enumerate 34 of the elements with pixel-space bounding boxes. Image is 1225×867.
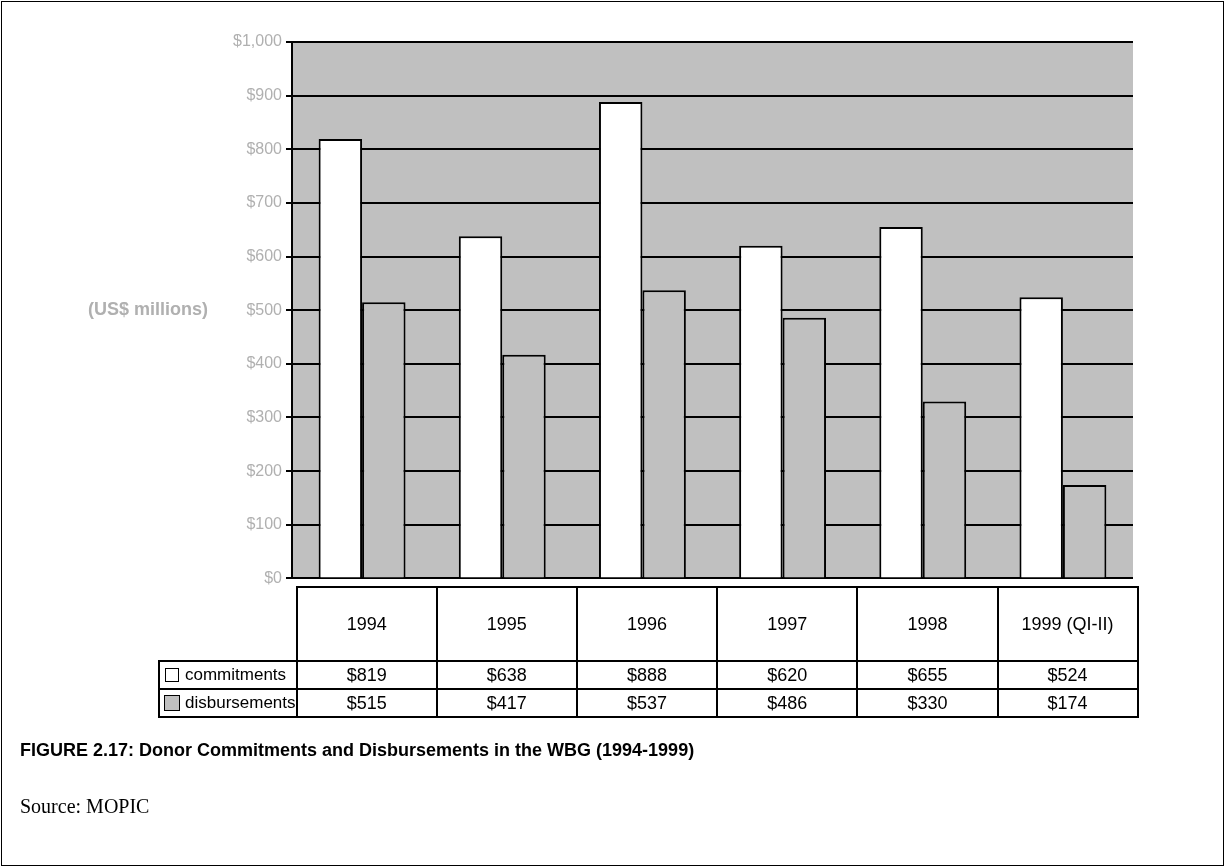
data-label: $417 bbox=[436, 689, 577, 717]
data-label: $620 bbox=[717, 661, 858, 689]
y-tick-label: $0 bbox=[264, 568, 283, 586]
y-tick-label: $700 bbox=[246, 193, 283, 211]
y-tick-label: $300 bbox=[246, 407, 283, 425]
y-axis-title: (US$ millions) bbox=[87, 299, 209, 320]
data-label: $888 bbox=[576, 661, 718, 689]
x-tick-label: 1995 bbox=[436, 587, 577, 661]
legend-label: disbursements bbox=[159, 689, 297, 717]
source-note: Source: MOPIC bbox=[20, 795, 150, 818]
legend-label: commitments bbox=[159, 661, 297, 689]
x-tick-label: 1996 bbox=[576, 587, 718, 661]
data-label: $537 bbox=[576, 689, 718, 717]
x-tick-label: 1997 bbox=[717, 587, 858, 661]
y-tick-label: $600 bbox=[246, 246, 283, 264]
data-label: $174 bbox=[997, 689, 1138, 717]
data-label: $524 bbox=[997, 661, 1138, 689]
y-tick-label: $100 bbox=[246, 515, 283, 533]
data-label: $486 bbox=[717, 689, 858, 717]
x-tick-label: 1999 (QI-II) bbox=[997, 587, 1138, 661]
y-tick-label: $800 bbox=[246, 139, 283, 157]
y-tick-label: $200 bbox=[246, 461, 283, 479]
data-label: $819 bbox=[296, 661, 437, 689]
data-label: $655 bbox=[857, 661, 998, 689]
y-tick-label: $900 bbox=[246, 86, 283, 104]
data-label: $638 bbox=[436, 661, 577, 689]
x-tick-label: 1998 bbox=[857, 587, 998, 661]
data-label: $330 bbox=[857, 689, 998, 717]
y-tick-label: $500 bbox=[246, 300, 283, 318]
y-tick-label: $400 bbox=[246, 354, 283, 372]
data-label: $515 bbox=[296, 689, 437, 717]
text: FIGURE 2.17: Donor Commitments and Disbursements in the WBG (1994-1999) bbox=[20, 740, 695, 761]
x-tick-label: 1994 bbox=[296, 587, 437, 661]
y-tick-label: $1,000 bbox=[233, 32, 283, 50]
